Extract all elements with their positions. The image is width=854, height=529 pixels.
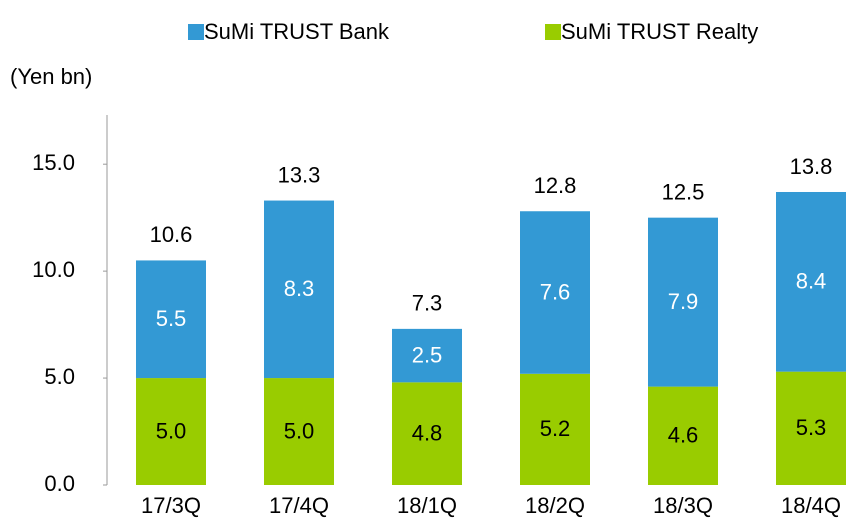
legend-label: SuMi TRUST Bank: [204, 19, 390, 44]
y-tick-label: 15.0: [32, 150, 75, 175]
data-label: 5.3: [796, 415, 827, 440]
x-tick-label: 17/3Q: [141, 493, 201, 518]
total-label: 12.5: [662, 179, 705, 204]
y-tick-label: 0.0: [44, 471, 75, 496]
bar-segment: [392, 382, 462, 485]
data-label: 5.2: [540, 416, 571, 441]
data-label: 7.9: [668, 289, 699, 314]
x-tick-label: 17/4Q: [269, 493, 329, 518]
bar-segment: [264, 200, 334, 379]
x-tick-label: 18/3Q: [653, 493, 713, 518]
total-label: 12.8: [534, 173, 577, 198]
x-tick-label: 18/4Q: [781, 493, 841, 518]
bar-segment: [648, 386, 718, 485]
x-tick-label: 18/2Q: [525, 493, 585, 518]
data-label: 2.5: [412, 342, 443, 367]
bar-segment: [264, 378, 334, 485]
y-tick-label: 10.0: [32, 257, 75, 282]
total-label: 10.6: [150, 222, 193, 247]
data-label: 4.8: [412, 420, 443, 445]
y-tick-label: 5.0: [44, 364, 75, 389]
data-label: 8.4: [796, 269, 827, 294]
data-label: 7.6: [540, 279, 571, 304]
bar-segment: [648, 217, 718, 387]
total-label: 13.3: [278, 162, 321, 187]
data-label: 8.3: [284, 276, 315, 301]
bar-segment: [520, 211, 590, 374]
legend-label: SuMi TRUST Realty: [561, 19, 758, 44]
x-tick-label: 18/1Q: [397, 493, 457, 518]
legend-swatch: [545, 24, 561, 40]
bar-segment: [136, 260, 206, 379]
bar-segment: [776, 191, 846, 372]
bar-segment: [136, 378, 206, 485]
y-axis-label: (Yen bn): [10, 64, 92, 89]
data-label: 5.0: [156, 418, 187, 443]
legend-swatch: [188, 24, 204, 40]
bar-segment: [392, 328, 462, 383]
total-label: 7.3: [412, 291, 443, 316]
data-label: 5.5: [156, 306, 187, 331]
bar-segment: [776, 371, 846, 485]
data-label: 4.6: [668, 423, 699, 448]
bar-segment: [520, 373, 590, 485]
data-label: 5.0: [284, 418, 315, 443]
total-label: 13.8: [790, 154, 833, 179]
